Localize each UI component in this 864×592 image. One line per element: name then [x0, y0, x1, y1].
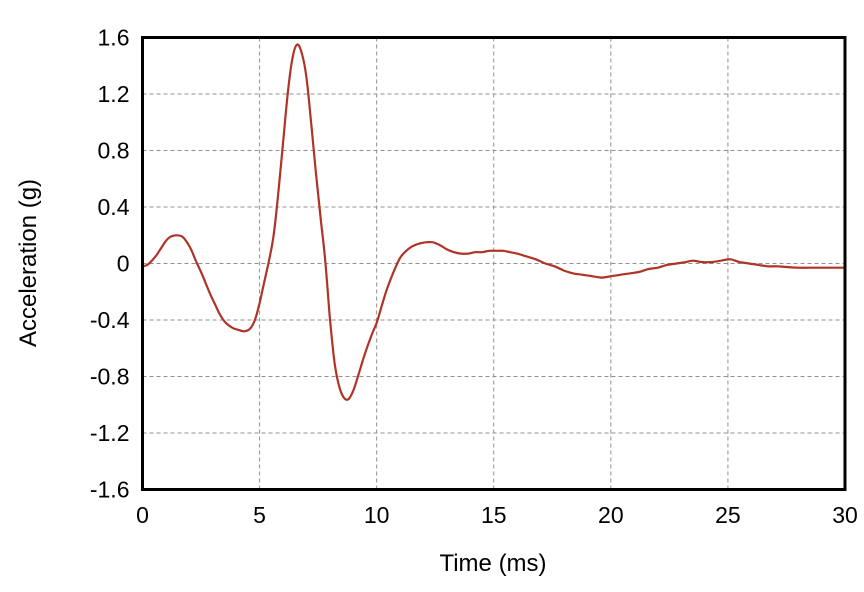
y-tick-label: -0.4	[90, 307, 130, 333]
y-axis-title: Acceleration (g)	[15, 179, 42, 347]
x-tick-label: 25	[715, 502, 741, 528]
x-tick-label: 20	[598, 502, 624, 528]
x-axis-title: Time (ms)	[439, 550, 546, 577]
y-tick-label: 1.6	[98, 25, 130, 51]
y-tick-label: -0.8	[90, 364, 130, 390]
y-tick-label: -1.6	[90, 477, 130, 503]
x-tick-label: 5	[253, 502, 266, 528]
y-tick-label: 0.4	[98, 194, 130, 220]
y-tick-label: 1.2	[98, 81, 130, 107]
y-tick-label: -1.2	[90, 420, 130, 446]
plot-border	[141, 36, 847, 491]
y-tick-label: 0	[117, 251, 130, 277]
acceleration-curve	[141, 43, 847, 401]
grid-lines	[142, 37, 845, 490]
x-tick-label: 30	[832, 502, 858, 528]
y-tick-labels: -1.6 -1.2 -0.8 -0.4 0 0.4 0.8 1.2 1.6	[90, 25, 130, 503]
x-tick-labels: 0 5 10 15 20 25 30	[136, 502, 858, 528]
x-tick-label: 10	[364, 502, 390, 528]
x-tick-label: 0	[136, 502, 149, 528]
series-line	[141, 43, 847, 401]
y-tick-label: 0.8	[98, 138, 130, 164]
x-tick-label: 15	[481, 502, 507, 528]
